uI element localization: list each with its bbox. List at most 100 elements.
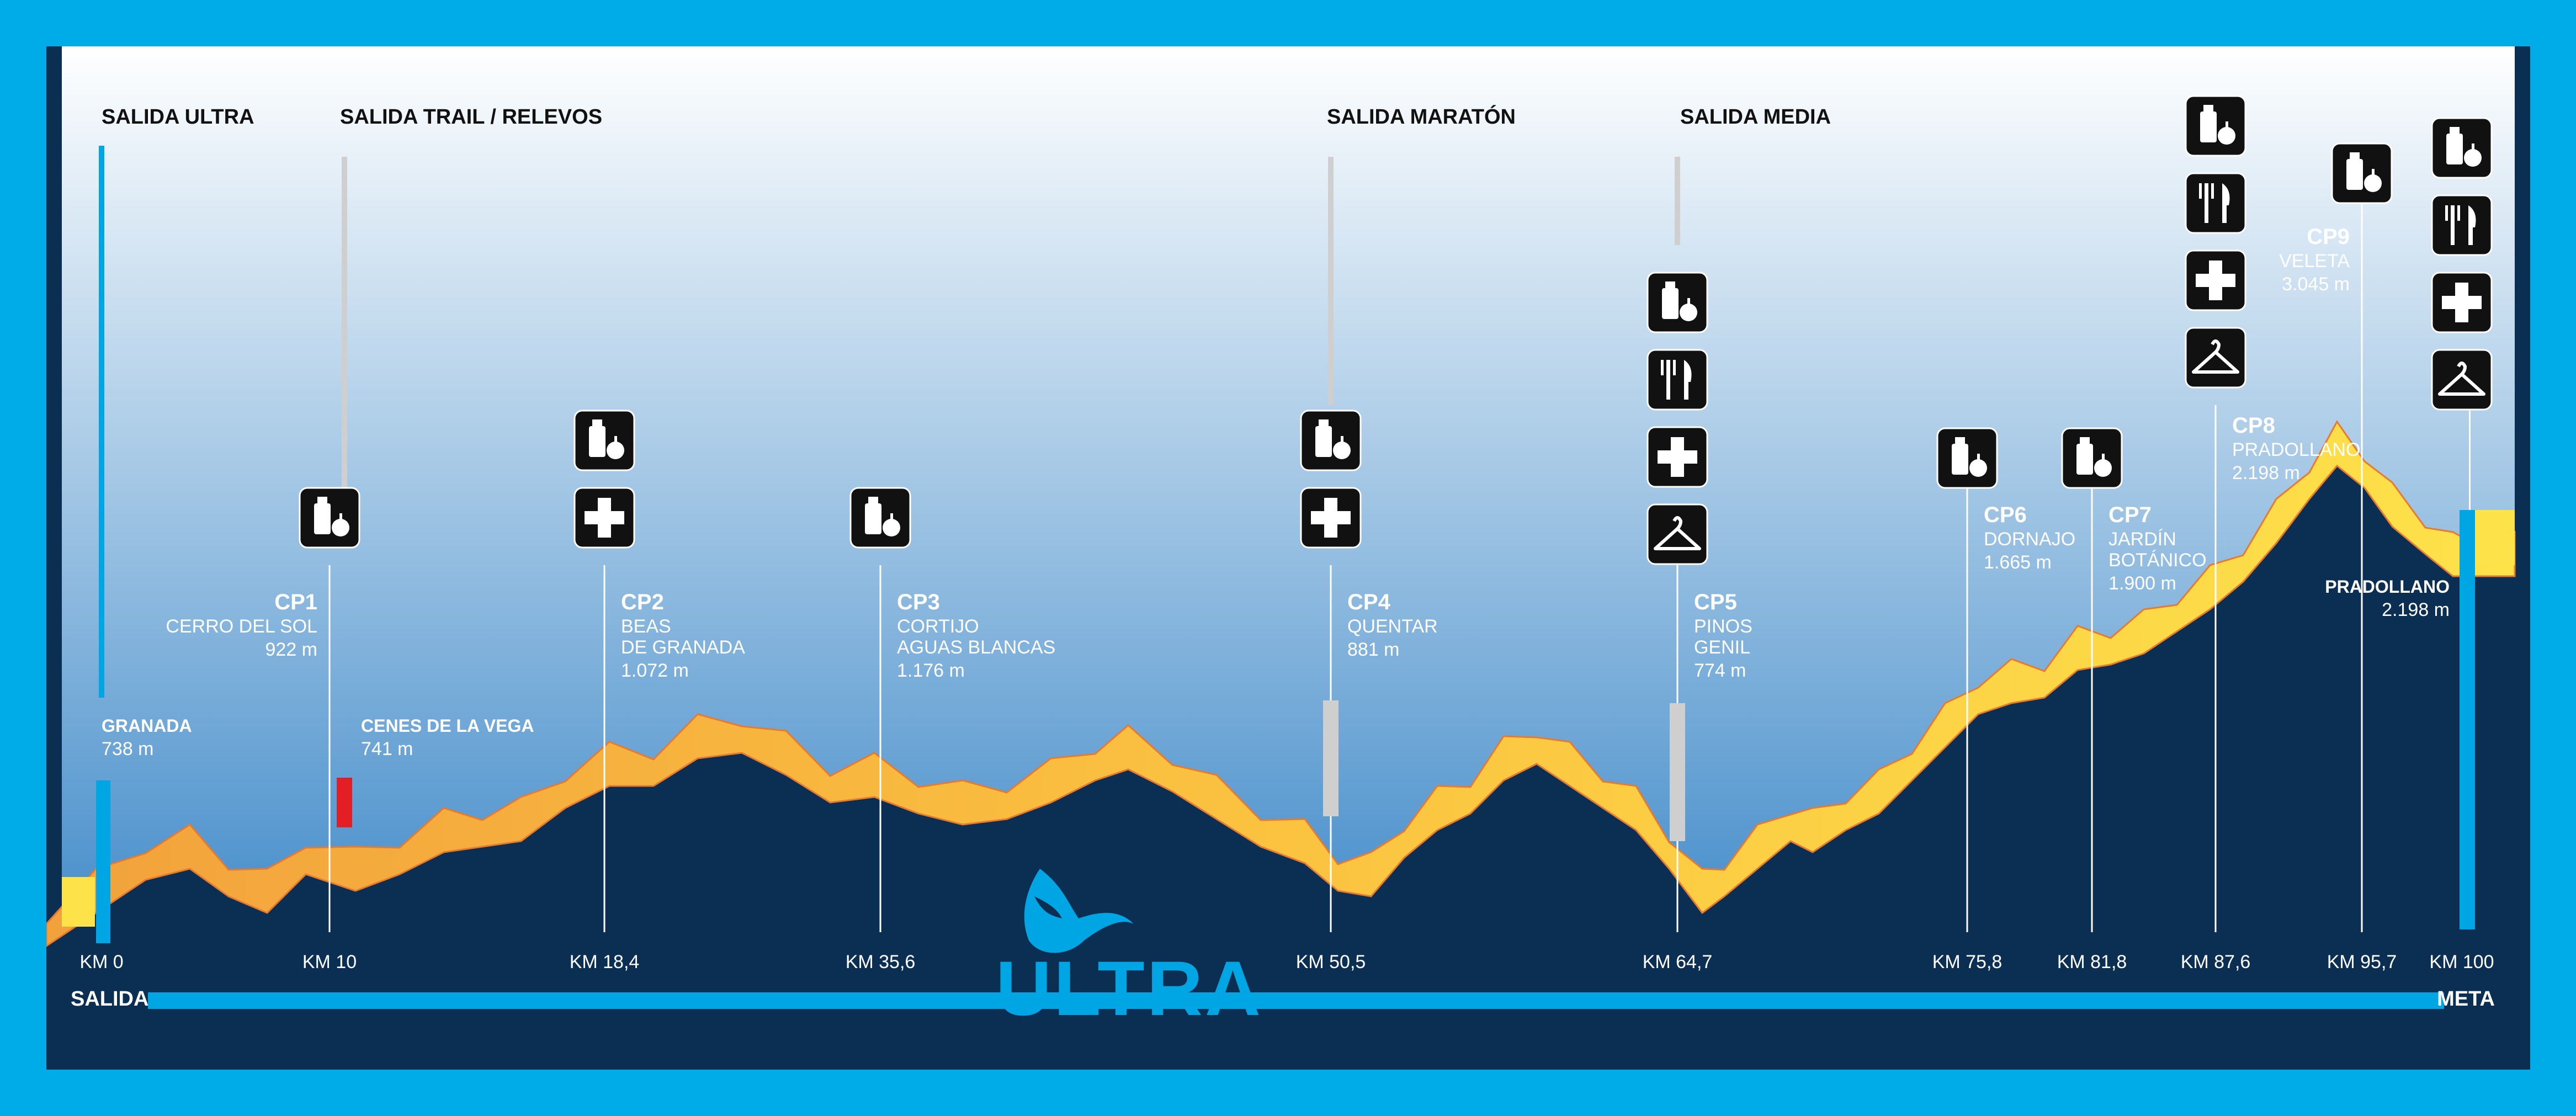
first-aid-icon [573, 487, 635, 549]
finish-altitude-tab [2469, 510, 2515, 565]
start-markers: SALIDA ULTRA SALIDA TRAIL / RELEVOS SALIDA… [96, 104, 2475, 943]
cp2-name-line-0: BEAS [621, 616, 671, 637]
cp1-km-label: KM 10 [302, 952, 357, 972]
cp3-altitude: 1.176 m [897, 660, 965, 681]
terrain-layer [46, 420, 2516, 1040]
cp4-altitude: 881 m [1347, 639, 1400, 660]
cp2-altitude: 1.072 m [621, 660, 689, 681]
start-line-0 [99, 146, 104, 698]
cp7-name-line-1: BOTÁNICO [2108, 550, 2207, 571]
cenes-name: CENES DE LA VEGA [361, 716, 534, 736]
first-aid-icon [1300, 487, 1362, 549]
cp7-guide-line [2091, 488, 2093, 932]
start-line-1 [342, 157, 347, 488]
cp5-code: CP5 [1694, 590, 1737, 614]
meal-icon [2185, 172, 2246, 234]
cp5-altitude: 774 m [1694, 660, 1746, 681]
cp9-code: CP9 [2307, 225, 2350, 249]
cp5-name-line-0: PINOS [1694, 616, 1752, 637]
water-food-icon [1936, 427, 1998, 489]
cp5-km-label: KM 64,7 [1643, 952, 1713, 972]
cp1-name-line-0: CERRO DEL SOL [166, 616, 317, 637]
start-label-3: SALIDA MEDIA [1680, 105, 1831, 129]
course-profile-frame: SALIDA ULTRA SALIDA TRAIL / RELEVOS SALIDA… [46, 46, 2530, 1070]
cp3-name-line-1: AGUAS BLANCAS [897, 637, 1055, 658]
cp6-code: CP6 [1984, 503, 2027, 527]
start-label-0: SALIDA ULTRA [102, 105, 254, 129]
swallow-logo-icon [1024, 869, 1134, 953]
cp6-km-label: KM 75,8 [1932, 952, 2003, 972]
hanger-icon [1646, 503, 1708, 565]
cp8-altitude: 2.198 m [2232, 463, 2300, 483]
water-food-icon [1300, 410, 1362, 471]
cp1-code: CP1 [274, 590, 317, 614]
water-food-icon [2185, 95, 2246, 157]
cp3-km-label: KM 35,6 [846, 952, 916, 972]
start-course-marker-2 [1323, 700, 1339, 816]
cp3-name-line-0: CORTIJO [897, 616, 979, 637]
cp8-code: CP8 [2232, 413, 2275, 438]
cp2-km-label: KM 18,4 [570, 952, 640, 972]
finish-post [2460, 510, 2475, 929]
start-post [96, 780, 110, 943]
cp8-guide-line [2214, 405, 2217, 932]
cp9-km-label: KM 95,7 [2327, 952, 2397, 972]
meal-icon [2431, 194, 2493, 256]
cp2-code: CP2 [621, 590, 664, 614]
meta-altitude: 2.198 m [2382, 599, 2450, 620]
water-food-icon [2331, 142, 2393, 204]
granada-name: GRANADA [102, 716, 192, 736]
cp4-km-label: KM 50,5 [1296, 952, 1366, 972]
cp7-altitude: 1.900 m [2108, 573, 2176, 594]
ultra-logo: ULTRA [996, 869, 1263, 1032]
water-food-icon [2431, 117, 2493, 179]
cp6-altitude: 1.665 m [1984, 552, 2052, 573]
ultra-logo-text: ULTRA [996, 945, 1263, 1032]
meal-icon [1646, 349, 1708, 411]
cp9-guide-line [2361, 195, 2363, 932]
cp7-name-line-0: JARDÍN [2108, 529, 2176, 550]
cp8-name-line-0: PRADOLLANO [2232, 439, 2360, 460]
cp7-km-label: KM 81,8 [2057, 952, 2127, 972]
route-ribbon [46, 420, 2516, 947]
cp4-code: CP4 [1347, 590, 1391, 614]
start-line-2 [1328, 157, 1334, 405]
elevation-profile: SALIDA ULTRA SALIDA TRAIL / RELEVOS SALIDA… [46, 46, 2516, 1040]
terrain-fill [46, 466, 2515, 1040]
hanger-icon [2431, 349, 2493, 411]
cp7-code: CP7 [2108, 503, 2152, 527]
cp6-guide-line [1966, 488, 1968, 932]
service-icons [299, 95, 2493, 565]
cp2-guide-line [603, 565, 606, 932]
start-altitude-tab [62, 877, 95, 927]
finish-guide-line [2469, 411, 2471, 510]
course-progress-bar [148, 992, 2444, 1009]
progress-end-label: META [2437, 987, 2495, 1011]
water-food-icon [573, 410, 635, 471]
progress-start-label: SALIDA [71, 987, 148, 1011]
water-food-icon [299, 487, 360, 549]
cp9-altitude: 3.045 m [2282, 274, 2350, 295]
first-aid-icon [2185, 249, 2246, 311]
water-food-icon [849, 487, 911, 549]
start-label-2: SALIDA MARATÓN [1327, 104, 1516, 129]
start-line-3 [1675, 157, 1680, 245]
cp8-km-label: KM 87,6 [2181, 952, 2251, 972]
start-course-marker-3 [1670, 703, 1685, 841]
first-aid-icon [1646, 426, 1708, 488]
cenes-altitude: 741 m [361, 738, 413, 759]
cp3-guide-line [879, 565, 881, 932]
meta-km-label: KM 100 [2429, 952, 2494, 972]
cp2-name-line-1: DE GRANADA [621, 637, 745, 658]
water-food-icon [1646, 272, 1708, 333]
cp9-name-line-0: VELETA [2279, 251, 2350, 272]
hanger-icon [2185, 327, 2246, 389]
cp1-altitude: 922 m [265, 639, 318, 660]
cp4-name-line-0: QUENTAR [1347, 616, 1438, 637]
cp5-name-line-1: GENIL [1694, 637, 1750, 658]
granada-altitude: 738 m [102, 738, 154, 759]
first-aid-icon [2431, 272, 2493, 333]
granada-km-label: KM 0 [79, 952, 123, 972]
cp1-guide-line [328, 565, 331, 932]
